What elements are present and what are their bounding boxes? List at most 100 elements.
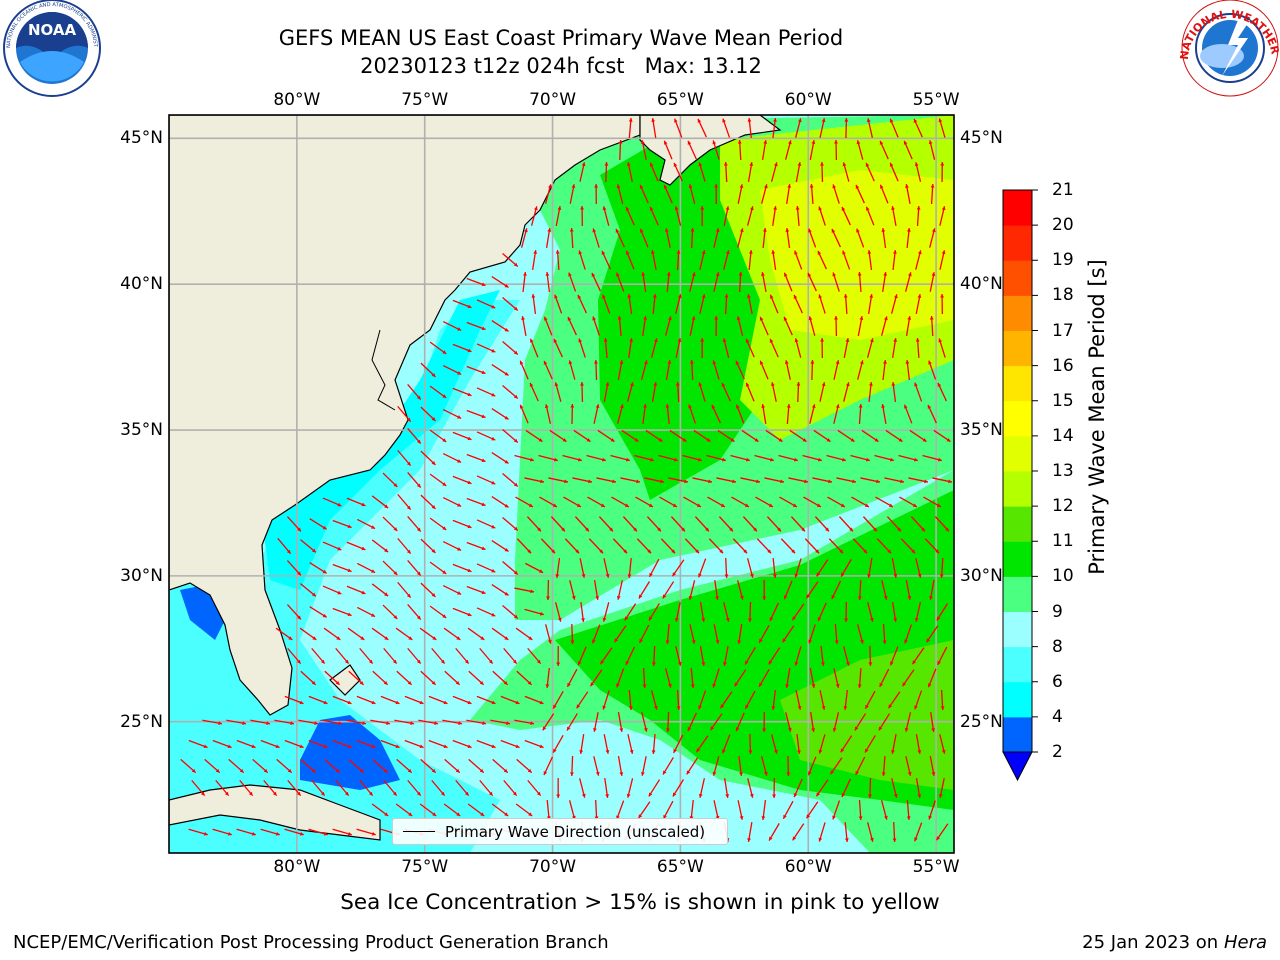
noaa-logo-text: NOAA — [28, 21, 77, 39]
graticule — [169, 115, 954, 853]
wave-vector-head — [811, 404, 816, 409]
wave-vector-head — [772, 574, 777, 578]
wave-vector-head — [734, 682, 739, 687]
wave-vector-head — [769, 617, 774, 622]
date-text: 25 Jan 2023 on — [1082, 932, 1219, 953]
wave-vector-head — [592, 228, 597, 233]
wave-vector-head — [612, 479, 616, 484]
wave-vector-head — [873, 527, 877, 532]
wave-vector-head — [419, 744, 424, 749]
wave-vector-head — [778, 438, 783, 442]
wave-vector-head — [929, 316, 934, 320]
wave-vector-head — [876, 479, 880, 484]
wave-vector-head — [890, 661, 894, 666]
wave-vector-head — [676, 706, 681, 710]
wave-vector-head — [826, 438, 831, 442]
wave-vector-head — [753, 527, 757, 532]
wave-vector-head — [554, 457, 558, 462]
wave-vector-head — [916, 206, 921, 210]
wave-vector-head — [491, 480, 496, 485]
wave-vector-head — [715, 639, 720, 644]
wave-vector-head — [715, 596, 719, 600]
wave-vector-head — [735, 727, 740, 732]
wave-vector-head — [667, 360, 672, 364]
wave-vector-head — [242, 721, 247, 726]
wave-vector-head — [547, 228, 552, 232]
wave-vector-head — [416, 483, 421, 488]
wave-vector-head — [691, 639, 696, 644]
wave-vector-head — [818, 749, 823, 754]
wave-vector-head — [907, 771, 912, 776]
wave-vector-head — [571, 184, 576, 189]
wave-vector-head — [457, 371, 462, 375]
wave-vector-head — [917, 250, 922, 255]
colorbar-segment — [1003, 506, 1032, 542]
wave-vector-head — [442, 570, 447, 574]
wave-vector-head — [914, 457, 918, 462]
lon-tick-label-bottom: 80°W — [273, 857, 321, 877]
wave-vector-head — [832, 184, 837, 189]
wave-vector-head — [767, 549, 772, 554]
wave-vector-head — [393, 483, 398, 487]
wave-vector-head — [773, 749, 778, 754]
period-region-blue-bahamas — [300, 715, 400, 790]
wave-vector-head — [311, 680, 316, 685]
wave-vector-head — [416, 527, 421, 532]
wave-vector-head — [783, 595, 788, 600]
wave-vector-head — [651, 662, 656, 666]
wave-vector-head — [750, 573, 754, 578]
wave-vector-head — [595, 404, 600, 409]
wave-vector-head — [712, 360, 717, 365]
wave-vector-head — [530, 721, 535, 726]
wave-vector-head — [677, 294, 682, 299]
wave-vector-head — [392, 659, 397, 664]
wave-vector-head — [677, 661, 682, 666]
wave-vector-head — [688, 595, 693, 600]
wave-vector-head — [649, 206, 654, 211]
wave-vector-head — [894, 294, 898, 299]
wave-vector-head — [883, 360, 887, 364]
wave-vector-head — [296, 659, 301, 664]
wave-vector-head — [712, 683, 717, 688]
wave-vector-head — [749, 162, 754, 166]
wave-vector-head — [736, 404, 740, 409]
wave-vector-head — [561, 527, 565, 532]
wave-vector-head — [865, 704, 869, 709]
wave-vector-head — [299, 831, 304, 836]
wave-vector-head — [602, 206, 607, 211]
wave-vector-head — [725, 206, 730, 211]
wave-vector-head — [297, 615, 301, 620]
wave-vector-head — [941, 749, 946, 754]
wave-vector-head — [323, 744, 328, 749]
wave-vector-head — [763, 184, 768, 189]
wave-vector-head — [513, 526, 518, 531]
wave-vector-head — [491, 744, 496, 749]
wave-vector-head — [442, 394, 447, 398]
legend: Primary Wave Direction (unscaled) — [392, 818, 728, 845]
wave-vector-head — [928, 360, 932, 365]
wave-vector-head — [594, 360, 598, 364]
wave-vector-head — [889, 162, 894, 167]
wave-vector-head — [504, 327, 509, 332]
wave-vector-head — [581, 162, 586, 167]
wave-vector-head — [406, 417, 411, 422]
wave-vector-head — [562, 438, 567, 442]
wave-vector-head — [322, 525, 327, 530]
colorbar — [1002, 189, 1038, 782]
wave-vector-head — [816, 572, 821, 577]
wave-vector-head — [674, 118, 678, 123]
wave-vector-head — [663, 814, 667, 819]
wave-vector-head — [629, 749, 634, 754]
wave-vector-head — [662, 594, 667, 599]
wave-vector-head — [849, 527, 853, 532]
wave-vector-head — [638, 594, 643, 599]
credit-text: NCEP/EMC/Verification Post Processing Pr… — [13, 932, 609, 953]
wave-vector-head — [748, 750, 753, 754]
wave-vector-head — [457, 327, 462, 331]
wave-vector-head — [371, 831, 376, 836]
wave-vector-head — [821, 118, 826, 123]
wave-vector-head — [542, 726, 547, 731]
wave-vector-head — [782, 638, 787, 643]
wave-vector-head — [506, 721, 511, 726]
wave-vector-head — [891, 206, 895, 210]
